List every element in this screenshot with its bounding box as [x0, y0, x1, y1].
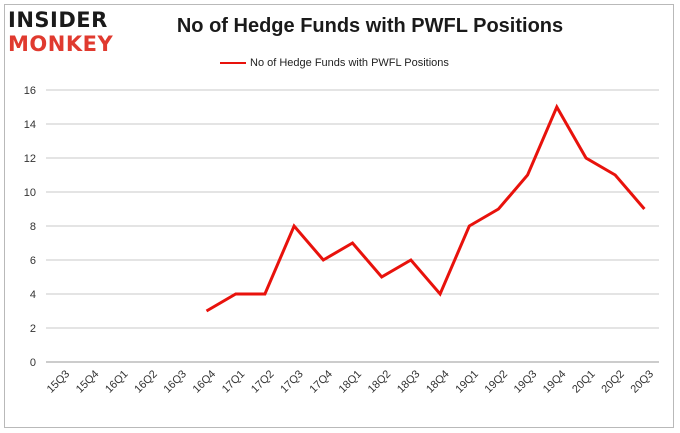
x-tick-label: 16Q3: [161, 368, 189, 396]
x-tick-label: 19Q1: [453, 368, 481, 396]
x-tick-label: 20Q2: [599, 368, 627, 396]
x-tick-label: 19Q4: [541, 368, 569, 396]
x-tick-label: 17Q1: [220, 368, 248, 396]
x-tick-label: 20Q1: [570, 368, 598, 396]
x-tick-label: 16Q2: [132, 368, 160, 396]
x-tick-label: 16Q4: [191, 368, 219, 396]
y-tick-label: 10: [24, 187, 36, 199]
y-tick-label: 0: [30, 357, 36, 369]
chart-frame: [4, 4, 674, 428]
x-tick-label: 19Q2: [483, 368, 511, 396]
x-tick-label: 15Q3: [45, 368, 73, 396]
x-tick-label: 16Q1: [103, 368, 131, 396]
x-tick-label: 18Q3: [395, 368, 423, 396]
x-tick-label: 17Q4: [307, 368, 335, 396]
y-tick-label: 16: [24, 85, 36, 97]
logo-bottom-text: MONKEY: [8, 32, 114, 56]
y-tick-label: 8: [30, 221, 36, 233]
series-line: [205, 103, 646, 313]
x-tick-label: 18Q2: [366, 368, 394, 396]
y-tick-label: 2: [30, 323, 36, 335]
legend-label: No of Hedge Funds with PWFL Positions: [250, 57, 449, 69]
y-tick-label: 12: [24, 153, 36, 165]
y-tick-label: 14: [24, 119, 36, 131]
chart-legend: No of Hedge Funds with PWFL Positions: [220, 55, 449, 71]
x-tick-label: 18Q4: [424, 368, 452, 396]
legend-line-swatch: [220, 62, 246, 64]
x-tick-label: 20Q3: [629, 368, 657, 396]
insider-monkey-logo: INSIDER MONKEY: [8, 8, 126, 58]
logo-top-text: INSIDER: [8, 8, 108, 32]
x-tick-label: 17Q3: [278, 368, 306, 396]
chart-title: No of Hedge Funds with PWFL Positions: [176, 15, 564, 37]
x-tick-label: 15Q4: [74, 368, 102, 396]
y-tick-label: 6: [30, 255, 36, 267]
x-tick-label: 19Q3: [512, 368, 540, 396]
x-tick-label: 18Q1: [337, 368, 365, 396]
x-tick-label: 17Q2: [249, 368, 277, 396]
y-tick-label: 4: [30, 289, 36, 301]
